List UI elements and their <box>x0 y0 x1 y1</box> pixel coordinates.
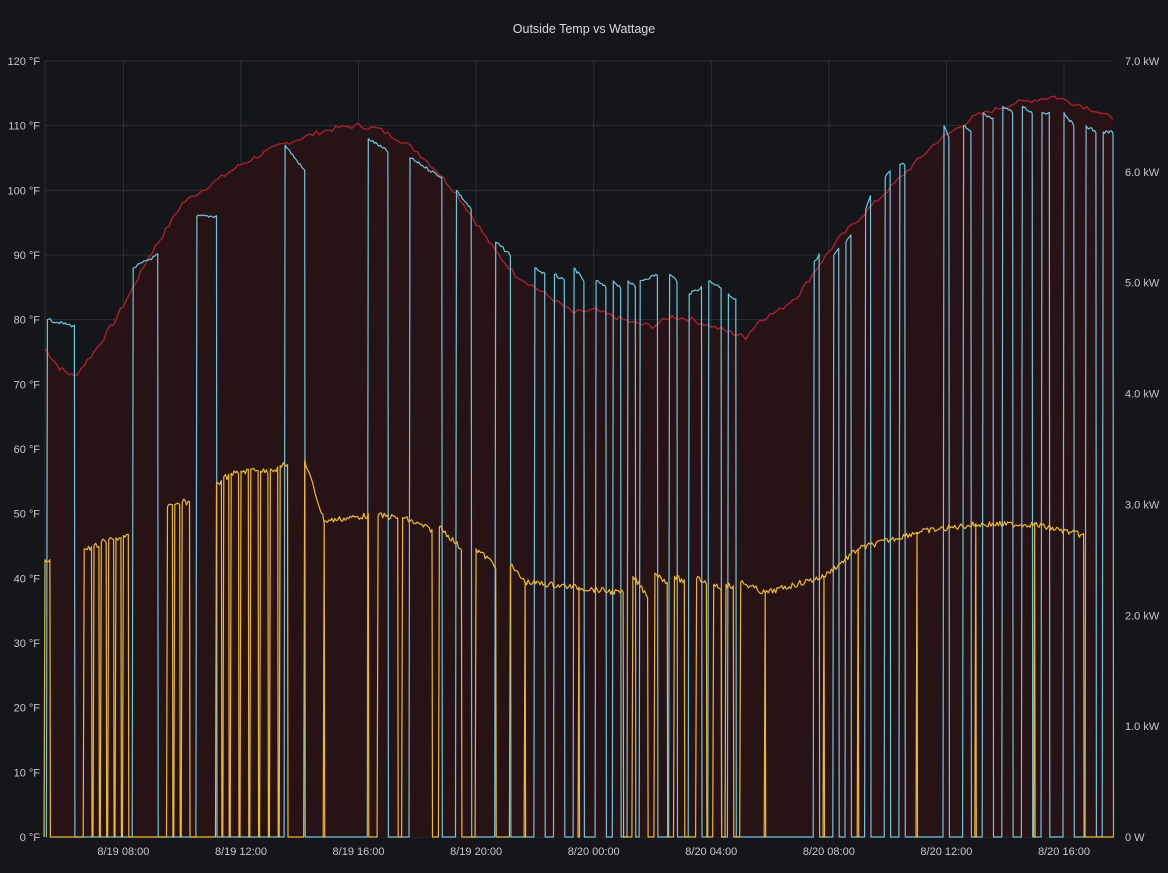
cooling-power-layer <box>45 105 1115 838</box>
y-right-tick-label: 6.0 kW <box>1125 167 1160 179</box>
x-tick-label: 8/20 08:00 <box>803 846 855 858</box>
x-tick-label: 8/20 00:00 <box>568 846 620 858</box>
x-tick-label: 8/20 16:00 <box>1038 846 1090 858</box>
y-right-tick-label: 4.0 kW <box>1125 389 1160 401</box>
y-left-tick-label: 50 °F <box>14 509 41 521</box>
panel-title: Outside Temp vs Wattage <box>512 22 656 36</box>
y-right-tick-label: 5.0 kW <box>1125 278 1160 290</box>
x-tick-label: 8/19 20:00 <box>450 846 502 858</box>
y-left-tick-label: 70 °F <box>14 379 41 391</box>
y-right-tick-label: 7.0 kW <box>1125 56 1160 68</box>
y-left-tick-label: 120 °F <box>7 56 40 68</box>
y-right-tick-label: 3.0 kW <box>1125 499 1160 511</box>
x-tick-label: 8/20 12:00 <box>920 846 972 858</box>
axes: 0 °F 10 °F 20 °F 30 °F 40 °F 50 °F 60 °F 70 °F 8… <box>7 56 1159 858</box>
x-tick-label: 8/20 04:00 <box>685 846 737 858</box>
y-left-tick-label: 100 °F <box>7 185 40 197</box>
y-right-tick-label: 0 W <box>1125 832 1145 844</box>
wattage-layer <box>43 459 1113 838</box>
y-right-tick-label: 2.0 kW <box>1125 610 1160 622</box>
y-left-tick-label: 10 °F <box>14 767 41 779</box>
y-left-tick-label: 0 °F <box>20 832 41 844</box>
y-left-tick-label: 30 °F <box>14 638 41 650</box>
y-left-tick-label: 90 °F <box>14 250 41 262</box>
y-left-tick-label: 20 °F <box>14 703 41 715</box>
y-left-tick-label: 40 °F <box>14 573 41 585</box>
y-right-tick-label: 1.0 kW <box>1125 721 1160 733</box>
y-left-tick-label: 60 °F <box>14 444 41 456</box>
cooling-power-line <box>45 105 1115 838</box>
y-left-tick-label: 110 °F <box>8 121 40 133</box>
y-left-tick-label: 80 °F <box>14 315 41 327</box>
x-tick-label: 8/19 08:00 <box>97 846 149 858</box>
x-tick-label: 8/19 12:00 <box>215 846 267 858</box>
wattage-line <box>43 459 1113 838</box>
x-tick-label: 8/19 16:00 <box>333 846 385 858</box>
